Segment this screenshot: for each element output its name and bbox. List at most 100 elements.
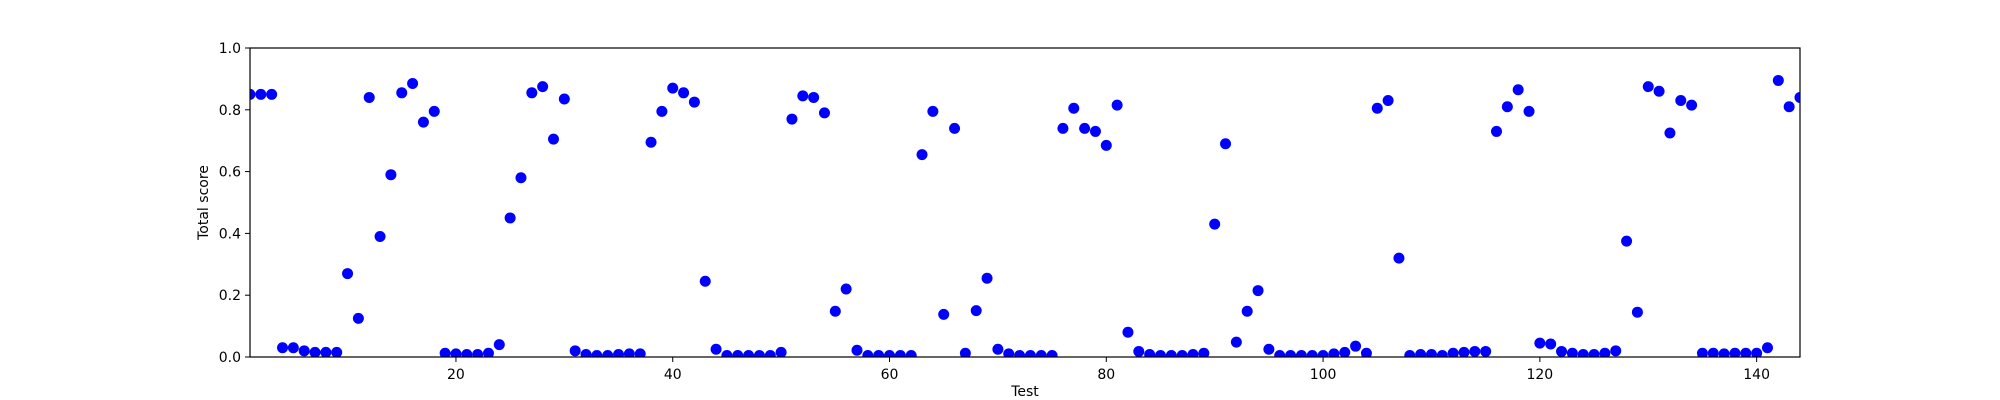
data-point: [623, 348, 635, 357]
data-point: [504, 212, 516, 224]
data-point: [1165, 349, 1177, 357]
y-axis-ticks: 0.0 0.2 0.4 0.6 0.8 1.0: [219, 41, 250, 366]
data-point: [1230, 336, 1242, 348]
data-point: [1089, 125, 1101, 137]
data-point: [797, 90, 809, 102]
data-point: [1360, 347, 1372, 357]
x-tick-label: 100: [1310, 367, 1337, 383]
data-point: [1198, 347, 1210, 357]
data-point: [1371, 102, 1383, 114]
data-point: [1469, 345, 1481, 357]
data-point: [1339, 346, 1351, 357]
data-point: [786, 113, 798, 125]
data-point: [482, 347, 494, 357]
x-axis-ticks: 20 40 60 80 100 120 140: [447, 357, 1770, 383]
data-point: [407, 78, 419, 90]
data-point: [298, 345, 310, 357]
data-point: [537, 81, 549, 93]
data-point: [1751, 347, 1763, 357]
data-point: [1404, 349, 1416, 357]
data-point: [472, 349, 484, 357]
data-point: [916, 149, 928, 161]
data-point: [667, 82, 679, 94]
data-point: [309, 346, 321, 357]
data-point: [250, 88, 256, 100]
data-point: [721, 349, 733, 357]
data-point: [959, 347, 971, 357]
data-point: [1566, 347, 1578, 357]
data-point: [981, 272, 993, 284]
data-point: [840, 283, 852, 295]
data-point: [1111, 99, 1123, 111]
y-tick-label: 0.4: [219, 226, 241, 242]
data-point: [1653, 85, 1665, 97]
data-point: [1534, 337, 1546, 349]
data-point: [547, 133, 559, 145]
data-point: [1772, 74, 1784, 86]
data-point: [645, 136, 657, 148]
data-point: [656, 105, 668, 117]
data-point: [287, 342, 299, 354]
data-point: [1014, 349, 1026, 357]
data-point: [1263, 343, 1275, 355]
data-point: [808, 91, 820, 103]
y-tick-label: 0.2: [219, 288, 241, 304]
data-point: [1696, 347, 1708, 357]
data-point: [1631, 306, 1643, 318]
data-point: [949, 122, 961, 134]
data-point: [1577, 349, 1589, 357]
data-point: [1068, 102, 1080, 114]
data-point: [515, 172, 527, 184]
data-point: [352, 312, 364, 324]
plot-frame: [249, 47, 1801, 358]
data-point: [1425, 349, 1437, 357]
data-point: [1794, 91, 1800, 103]
data-point: [461, 349, 473, 357]
data-point: [1545, 338, 1557, 350]
data-point: [1761, 342, 1773, 354]
data-point: [1382, 95, 1394, 107]
data-point: [1144, 349, 1156, 357]
data-point: [1686, 99, 1698, 111]
data-point: [526, 87, 538, 99]
data-point: [764, 349, 776, 357]
data-points: [250, 74, 1800, 357]
data-point: [699, 275, 711, 287]
x-tick-label: 40: [664, 367, 682, 383]
data-point: [1458, 346, 1470, 357]
data-point: [1718, 348, 1730, 357]
data-point: [1209, 218, 1221, 230]
data-point: [1642, 81, 1654, 93]
data-point: [1523, 105, 1535, 117]
data-point: [602, 349, 614, 357]
data-point: [1328, 348, 1340, 357]
data-point: [277, 342, 289, 354]
data-point: [732, 349, 744, 357]
data-point: [1740, 347, 1752, 357]
data-point: [1154, 349, 1166, 357]
y-tick-label: 0.6: [219, 165, 241, 181]
data-point: [1122, 326, 1134, 338]
data-point: [1436, 349, 1448, 357]
x-tick-label: 120: [1526, 367, 1553, 383]
data-point: [1220, 138, 1232, 150]
data-point: [884, 349, 896, 357]
data-point: [320, 346, 332, 357]
data-point: [1675, 95, 1687, 107]
data-point: [1610, 345, 1622, 357]
data-point: [1133, 345, 1145, 357]
data-point: [818, 107, 830, 119]
data-point: [1707, 347, 1719, 357]
data-point: [1252, 285, 1264, 297]
data-point: [1599, 347, 1611, 357]
data-point: [1306, 349, 1318, 357]
data-point: [775, 346, 787, 357]
data-point: [580, 349, 592, 357]
data-point: [1588, 349, 1600, 357]
data-point: [1057, 122, 1069, 134]
data-point: [1003, 348, 1015, 357]
data-point: [374, 230, 386, 242]
data-point: [363, 91, 375, 103]
data-point: [1187, 349, 1199, 357]
